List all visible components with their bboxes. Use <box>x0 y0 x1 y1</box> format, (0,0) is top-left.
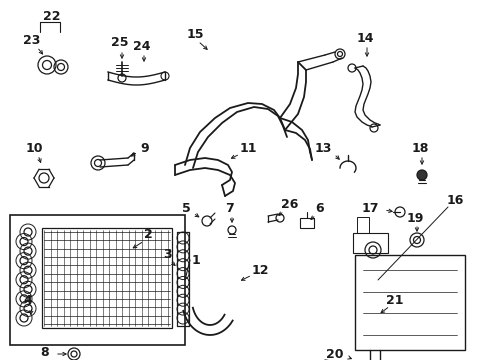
Text: 5: 5 <box>181 202 190 215</box>
Bar <box>299 218 313 228</box>
Text: 3: 3 <box>163 248 172 261</box>
Text: 2: 2 <box>143 229 152 242</box>
Text: 15: 15 <box>186 27 203 40</box>
Text: 8: 8 <box>41 346 49 359</box>
Text: 6: 6 <box>315 202 324 215</box>
Text: 16: 16 <box>446 194 463 207</box>
Text: 17: 17 <box>361 202 378 215</box>
Bar <box>354 255 464 350</box>
Text: 26: 26 <box>281 198 298 211</box>
Text: 14: 14 <box>356 31 373 45</box>
Text: 9: 9 <box>141 141 149 154</box>
Text: 20: 20 <box>325 348 343 360</box>
Text: 4: 4 <box>23 293 32 306</box>
Circle shape <box>416 170 426 180</box>
Text: 18: 18 <box>410 141 428 154</box>
Text: 25: 25 <box>111 36 128 49</box>
Bar <box>42 228 172 328</box>
Text: 21: 21 <box>386 293 403 306</box>
Text: 11: 11 <box>239 141 256 154</box>
Text: 1: 1 <box>191 253 200 266</box>
Bar <box>356 217 368 233</box>
Text: 19: 19 <box>406 211 423 225</box>
Text: 10: 10 <box>25 141 42 154</box>
Text: 24: 24 <box>133 40 150 53</box>
Text: 12: 12 <box>251 264 268 276</box>
Text: 23: 23 <box>23 33 41 46</box>
Text: 7: 7 <box>225 202 234 215</box>
Bar <box>10 215 184 345</box>
Text: 13: 13 <box>314 141 331 154</box>
Text: 22: 22 <box>43 9 61 22</box>
Bar <box>352 233 387 253</box>
